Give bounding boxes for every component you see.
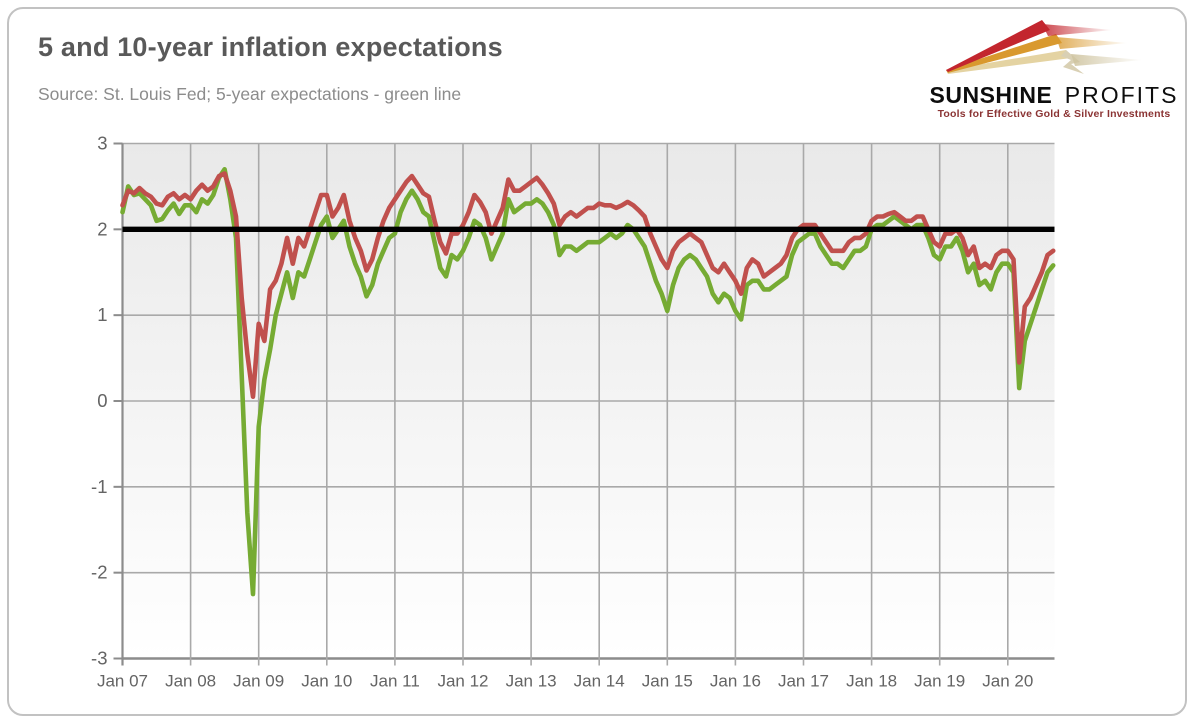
logo-brand-profits: PROFITS xyxy=(1064,82,1179,108)
sunshine-profits-logo: SUNSHINE PROFITS Tools for Effective Gol… xyxy=(928,10,1180,124)
page-title: 5 and 10-year inflation expectations xyxy=(38,32,503,62)
logo-arrows-icon xyxy=(946,20,1143,74)
logo-wordmark: SUNSHINE PROFITS xyxy=(928,82,1180,109)
logo-brand-sunshine: SUNSHINE xyxy=(929,82,1053,108)
chart-source-subtitle: Source: St. Louis Fed; 5-year expectatio… xyxy=(38,84,462,104)
logo-tagline: Tools for Effective Gold & Silver Invest… xyxy=(937,108,1171,120)
